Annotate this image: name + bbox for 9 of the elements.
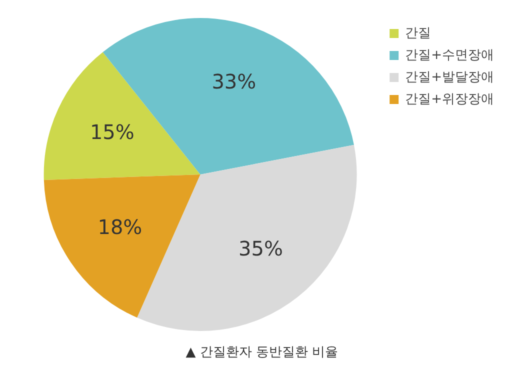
legend-label: 간질+발달장애 — [405, 70, 494, 85]
data-label: 33% — [212, 70, 256, 94]
data-label: 15% — [90, 120, 134, 144]
data-label: 18% — [98, 215, 142, 240]
data-label: 35% — [238, 236, 283, 261]
legend-label: 간질+위장장애 — [405, 92, 494, 107]
legend-label: 간질+수면장애 — [405, 48, 494, 63]
text: ▲ 간질환자 동반질환 비율 — [184, 344, 340, 361]
legend-label: 간질 — [405, 26, 432, 41]
